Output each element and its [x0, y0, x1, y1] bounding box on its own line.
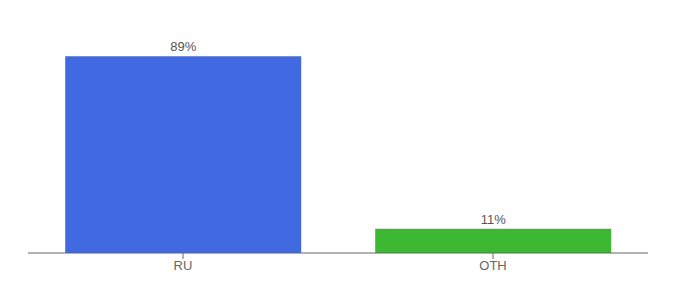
- svg-text:11%: 11%: [481, 212, 506, 227]
- svg-text:89%: 89%: [170, 39, 196, 54]
- svg-text:OTH: OTH: [479, 258, 506, 273]
- svg-text:RU: RU: [174, 258, 193, 273]
